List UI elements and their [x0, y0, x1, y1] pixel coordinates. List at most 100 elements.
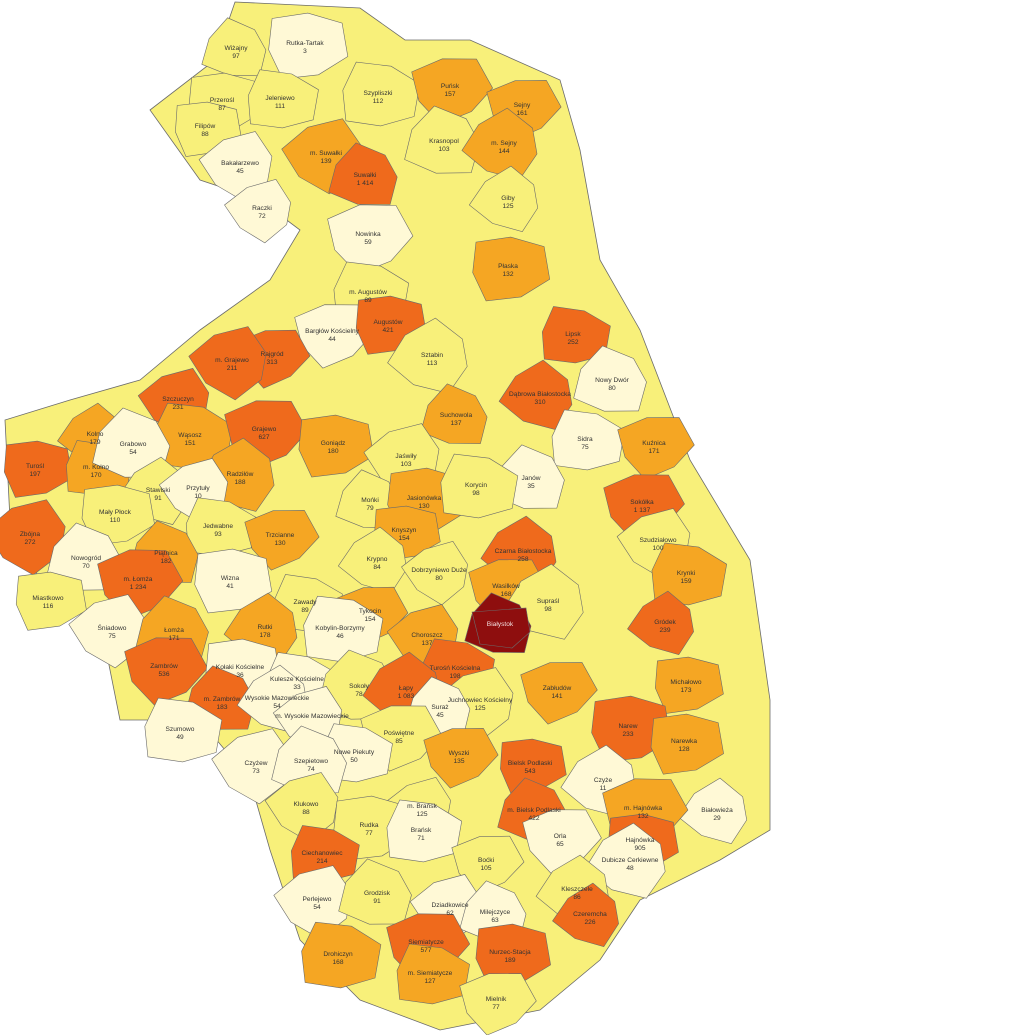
municipality-name: Białowieża: [701, 807, 733, 814]
municipality-value: 179: [89, 439, 100, 446]
municipality-value: 182: [160, 558, 171, 565]
municipality-name: Czyże: [594, 777, 613, 784]
municipality-name: Białystok: [487, 621, 514, 628]
municipality-value: 189: [504, 957, 515, 964]
region-krasnopol: [404, 105, 480, 174]
municipality-value: 88: [302, 809, 310, 816]
municipality-name: Puńsk: [441, 83, 460, 90]
municipality-value: 70: [82, 563, 90, 570]
municipality-name: Sztabin: [421, 352, 443, 359]
municipality-name: Bielsk Podlaski: [508, 760, 553, 767]
municipality-value: 178: [259, 632, 270, 639]
municipality-name: Grodzisk: [364, 890, 391, 897]
municipality-name: Wizna: [221, 575, 240, 582]
municipality-value: 157: [444, 91, 455, 98]
municipality-value: 54: [129, 449, 137, 456]
municipality-name: Czarna Białostocka: [495, 548, 552, 555]
municipality-name: m. Łomża: [124, 576, 153, 583]
municipality-name: Janów: [521, 475, 540, 482]
municipality-value: 1 137: [634, 507, 651, 514]
municipality-name: Kobylin-Borzymy: [315, 625, 365, 632]
municipality-value: 1 083: [398, 693, 415, 700]
municipality-value: 86: [573, 894, 581, 901]
municipality-value: 97: [232, 53, 240, 60]
municipality-name: Klukowo: [294, 801, 319, 808]
municipality-name: Sokółka: [630, 499, 654, 506]
municipality-name: Wasilków: [492, 583, 520, 590]
municipality-name: Wyszki: [449, 750, 470, 757]
region-kuznica: [617, 417, 695, 480]
municipality-value: 159: [680, 578, 691, 585]
municipality-name: Szumowo: [166, 726, 195, 733]
municipality-value: 310: [534, 399, 545, 406]
municipality-value: 154: [398, 535, 409, 542]
municipality-name: Sejny: [514, 102, 531, 109]
municipality-value: 137: [450, 420, 461, 427]
region-bialowieza: [677, 777, 748, 845]
municipality-name: Czyżew: [244, 760, 267, 767]
municipality-name: Jasionówka: [407, 495, 442, 502]
region-dabrowa-bialostocka: [498, 359, 573, 430]
municipality-name: Nowe Piekuty: [334, 749, 375, 756]
municipality-value: 214: [316, 858, 327, 865]
municipality-value: 125: [502, 203, 513, 210]
municipality-name: Mońki: [361, 497, 379, 504]
municipality-value: 125: [416, 811, 427, 818]
region-wyszki: [423, 728, 499, 789]
municipality-value: 198: [449, 673, 460, 680]
municipality-name: Knyszyn: [392, 527, 417, 534]
municipality-value: 151: [184, 440, 195, 447]
region-zbojna: [0, 499, 66, 576]
municipality-value: 132: [502, 271, 513, 278]
municipality-value: 80: [435, 575, 443, 582]
municipality-name: Krypno: [367, 556, 388, 563]
municipality-value: 84: [373, 564, 381, 571]
municipality-value: 50: [350, 757, 358, 764]
region-suchowola: [420, 383, 488, 444]
municipality-name: Narew: [618, 723, 637, 730]
municipality-value: 89: [364, 297, 372, 304]
municipality-value: 65: [556, 841, 564, 848]
municipality-value: 72: [258, 213, 266, 220]
municipality-value: 59: [364, 239, 372, 246]
municipality-value: 111: [275, 103, 285, 110]
municipality-name: Michałowo: [670, 679, 701, 686]
